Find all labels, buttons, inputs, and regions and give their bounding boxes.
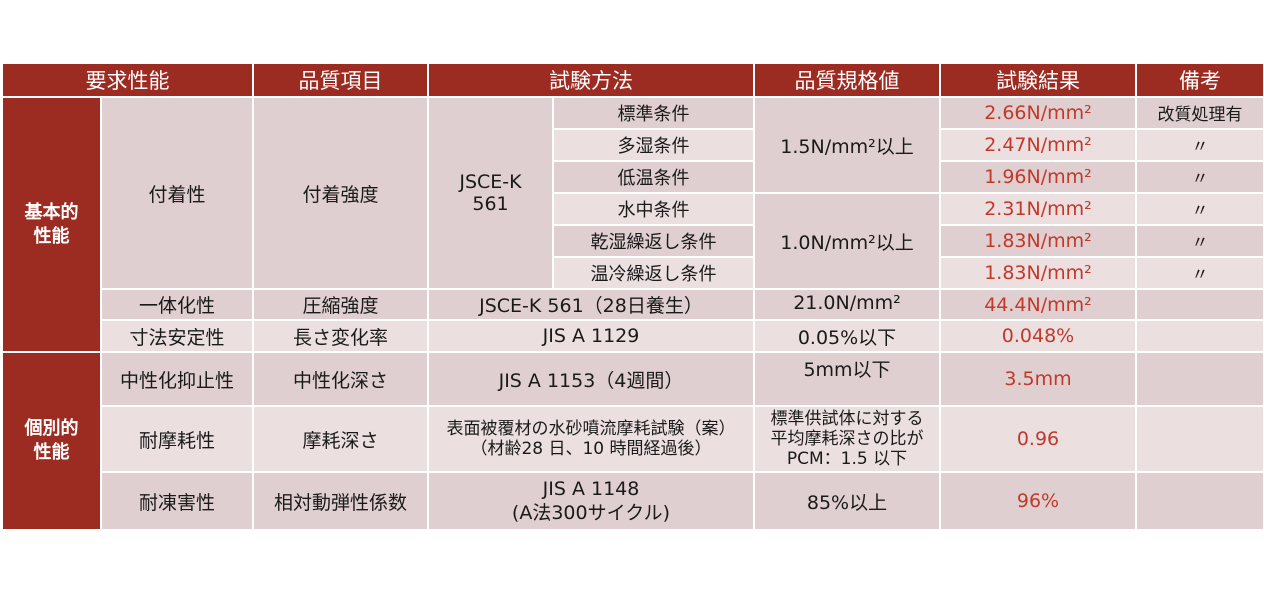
table-row: 温冷繰返し条件 1.83N/mm² 〃 <box>2 256 1264 290</box>
quality-table-container: 要求性能 品質項目 試験方法 品質規格値 試験結果 備考 基本的 性能 付着性 … <box>1 62 1264 531</box>
table-row: 耐凍害性 相対動弾性係数 JIS A 1148 (A法300サイクル) 85%以… <box>2 471 1264 531</box>
requirement-integration: 一体化性 <box>100 288 254 321</box>
method-adhesion-line1: JSCE-K <box>459 171 522 193</box>
spec-integration: 21.0N/mm² <box>753 288 941 321</box>
remark-abrasion <box>1135 405 1264 473</box>
item-adhesion: 付着強度 <box>252 96 429 290</box>
result-cell: 2.31N/mm² <box>939 192 1137 226</box>
result-cell: 2.66N/mm² <box>939 96 1137 130</box>
table-row: 多湿条件 2.47N/mm² 〃 <box>2 128 1264 162</box>
condition-cell: 乾湿繰返し条件 <box>552 224 755 258</box>
header-quality-item: 品質項目 <box>252 62 429 98</box>
condition-cell: 多湿条件 <box>552 128 755 162</box>
spec-adhesion-2: 1.0N/mm²以上 <box>753 192 941 290</box>
category-basic-line1: 基本的 <box>24 201 79 223</box>
result-freeze: 96% <box>939 471 1137 531</box>
condition-cell: 温冷繰返し条件 <box>552 256 755 290</box>
table-row: 水中条件 1.0N/mm²以上 2.31N/mm² 〃 <box>2 192 1264 290</box>
spec-carbonation: 5mm以下 <box>753 351 941 407</box>
spec-adhesion-1: 1.5N/mm²以上 <box>753 96 941 194</box>
requirement-freeze: 耐凍害性 <box>100 471 254 531</box>
remark-cell: 〃 <box>1135 256 1264 290</box>
header-remarks: 備考 <box>1135 62 1264 98</box>
table-row: 耐摩耗性 摩耗深さ 表面被覆材の水砂噴流摩耗試験（案） （材齢28 日、10 時… <box>2 405 1264 473</box>
item-carbonation: 中性化深さ <box>252 351 429 407</box>
remark-cell: 〃 <box>1135 160 1264 194</box>
category-individual-line2: 性能 <box>33 442 70 463</box>
condition-cell: 標準条件 <box>552 96 755 130</box>
category-individual: 個別的 性能 <box>1 351 102 531</box>
requirement-carbonation: 中性化抑止性 <box>100 351 254 407</box>
table-row: 個別的 性能 中性化抑止性 中性化深さ JIS A 1153（4週間） 5mm以… <box>1 351 1264 531</box>
method-dimensional: JIS A 1129 <box>427 319 755 353</box>
spec-abrasion-line2: 平均摩耗深さの比が <box>770 429 924 449</box>
category-individual-line1: 個別的 <box>24 418 79 439</box>
table-row: 寸法安定性 長さ変化率 JIS A 1129 0.05%以下 0.048% <box>2 319 1264 353</box>
method-adhesion: JSCE-K 561 <box>427 96 554 290</box>
remark-dimensional <box>1135 319 1264 353</box>
category-basic-line2: 性能 <box>33 225 70 247</box>
method-freeze: JIS A 1148 (A法300サイクル) <box>427 471 755 531</box>
remark-cell: 〃 <box>1135 192 1264 226</box>
condition-cell: 水中条件 <box>552 192 755 226</box>
remark-freeze <box>1135 471 1264 531</box>
remark-cell: 〃 <box>1135 128 1264 162</box>
method-abrasion-line1: 表面被覆材の水砂噴流摩耗試験（案） <box>446 419 736 439</box>
result-integration: 44.4N/mm² <box>939 288 1137 321</box>
method-abrasion: 表面被覆材の水砂噴流摩耗試験（案） （材齢28 日、10 時間経過後） <box>427 405 755 473</box>
item-integration: 圧縮強度 <box>252 288 429 321</box>
table-row: 一体化性 圧縮強度 JSCE-K 561（28日養生） 21.0N/mm² 44… <box>2 288 1264 321</box>
category-basic: 基本的 性能 <box>1 96 102 353</box>
condition-cell: 低温条件 <box>552 160 755 194</box>
method-integration: JSCE-K 561（28日養生） <box>427 288 755 321</box>
spec-dimensional: 0.05%以下 <box>753 319 941 353</box>
remark-cell: 改質処理有 <box>1135 96 1264 130</box>
method-abrasion-line2: （材齢28 日、10 時間経過後） <box>470 439 712 459</box>
remark-carbonation <box>1135 351 1264 407</box>
method-freeze-line1: JIS A 1148 <box>542 478 640 500</box>
header-requirement: 要求性能 <box>1 62 254 98</box>
header-spec-value: 品質規格値 <box>753 62 941 98</box>
table-row: 低温条件 1.96N/mm² 〃 <box>2 160 1264 194</box>
result-carbonation: 3.5mm <box>939 351 1137 407</box>
result-cell: 1.83N/mm² <box>939 256 1137 290</box>
item-freeze: 相対動弾性係数 <box>252 471 429 531</box>
table-row: 乾湿繰返し条件 1.83N/mm² 〃 <box>2 224 1264 258</box>
item-dimensional: 長さ変化率 <box>252 319 429 353</box>
table-row: 基本的 性能 付着性 付着強度 JSCE-K 561 標準条件 1.5N/mm²… <box>1 96 1264 353</box>
result-cell: 2.47N/mm² <box>939 128 1137 162</box>
spec-abrasion-line3: PCM：1.5 以下 <box>786 449 908 469</box>
result-cell: 1.96N/mm² <box>939 160 1137 194</box>
requirement-adhesion: 付着性 <box>100 96 254 290</box>
method-freeze-line2: (A法300サイクル) <box>511 502 671 524</box>
header-test-method: 試験方法 <box>427 62 755 98</box>
item-abrasion: 摩耗深さ <box>252 405 429 473</box>
method-adhesion-line2: 561 <box>472 193 509 215</box>
spec-abrasion: 標準供試体に対する 平均摩耗深さの比が PCM：1.5 以下 <box>753 405 941 473</box>
spec-freeze: 85%以上 <box>753 471 941 531</box>
table-header-row: 要求性能 品質項目 試験方法 品質規格値 試験結果 備考 <box>1 62 1264 98</box>
method-carbonation: JIS A 1153（4週間） <box>427 351 755 407</box>
result-abrasion: 0.96 <box>939 405 1137 473</box>
result-dimensional: 0.048% <box>939 319 1137 353</box>
remark-integration <box>1135 288 1264 321</box>
result-cell: 1.83N/mm² <box>939 224 1137 258</box>
quality-spec-table: 要求性能 品質項目 試験方法 品質規格値 試験結果 備考 基本的 性能 付着性 … <box>1 62 1264 531</box>
header-result: 試験結果 <box>939 62 1137 98</box>
remark-cell: 〃 <box>1135 224 1264 258</box>
spec-abrasion-line1: 標準供試体に対する <box>770 409 924 429</box>
requirement-dimensional: 寸法安定性 <box>100 319 254 353</box>
requirement-abrasion: 耐摩耗性 <box>100 405 254 473</box>
